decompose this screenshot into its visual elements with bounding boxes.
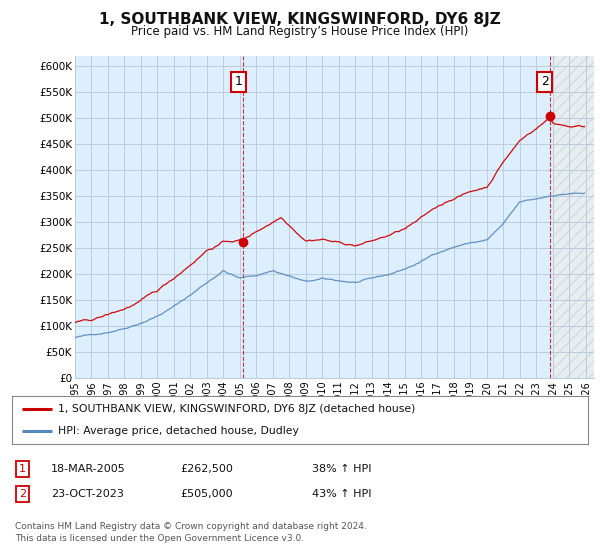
Text: 1: 1	[235, 76, 242, 88]
Text: Contains HM Land Registry data © Crown copyright and database right 2024.
This d: Contains HM Land Registry data © Crown c…	[15, 522, 367, 543]
Text: 1: 1	[19, 464, 26, 474]
Text: £262,500: £262,500	[180, 464, 233, 474]
Text: 38% ↑ HPI: 38% ↑ HPI	[312, 464, 371, 474]
Text: Price paid vs. HM Land Registry’s House Price Index (HPI): Price paid vs. HM Land Registry’s House …	[131, 25, 469, 38]
Text: £505,000: £505,000	[180, 489, 233, 499]
Text: 2: 2	[541, 76, 548, 88]
Text: 43% ↑ HPI: 43% ↑ HPI	[312, 489, 371, 499]
Text: 1, SOUTHBANK VIEW, KINGSWINFORD, DY6 8JZ: 1, SOUTHBANK VIEW, KINGSWINFORD, DY6 8JZ	[99, 12, 501, 27]
Bar	[553, 56, 594, 378]
Text: 18-MAR-2005: 18-MAR-2005	[51, 464, 126, 474]
Text: 23-OCT-2023: 23-OCT-2023	[51, 489, 124, 499]
Text: HPI: Average price, detached house, Dudley: HPI: Average price, detached house, Dudl…	[58, 426, 299, 436]
Text: 2: 2	[19, 489, 26, 499]
Bar	[553, 56, 594, 378]
Text: 1, SOUTHBANK VIEW, KINGSWINFORD, DY6 8JZ (detached house): 1, SOUTHBANK VIEW, KINGSWINFORD, DY6 8JZ…	[58, 404, 415, 414]
